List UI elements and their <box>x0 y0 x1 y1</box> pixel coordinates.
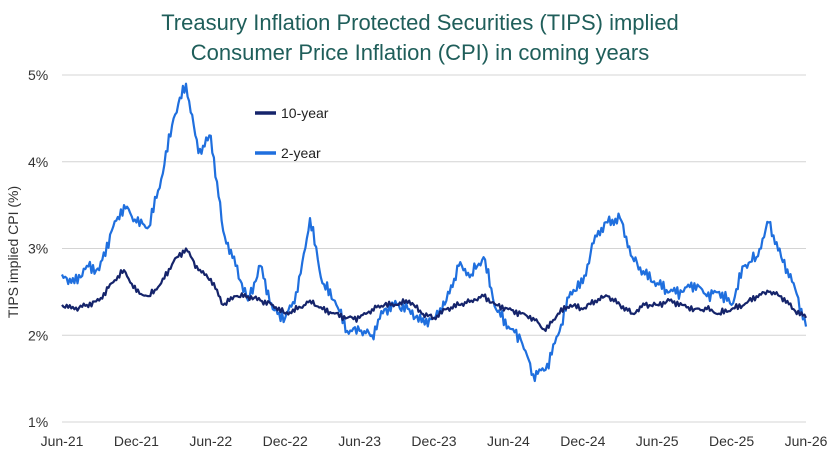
x-tick-label: Jun-26 <box>785 433 828 449</box>
series-lines <box>60 82 808 383</box>
x-axis-ticks: Jun-21 Dec-21 Jun-22 Dec-22 Jun-23 Dec-23 Jun-… <box>41 433 828 449</box>
series-line-10-year <box>61 247 807 332</box>
chart-title-line2: Consumer Price Inflation (CPI) in coming… <box>190 40 650 65</box>
x-tick-label: Jun-22 <box>189 433 232 449</box>
series-line-2-year <box>60 82 808 383</box>
y-tick-label: 2% <box>28 327 48 343</box>
x-tick-label: Dec-25 <box>709 433 754 449</box>
y-tick-label: 1% <box>28 414 48 430</box>
x-tick-label: Dec-24 <box>560 433 605 449</box>
y-tick-label: 4% <box>28 154 48 170</box>
x-tick-label: Dec-21 <box>114 433 159 449</box>
legend: 10-year 2-year <box>255 105 329 161</box>
x-tick-label: Dec-23 <box>411 433 456 449</box>
chart-title: Treasury Inflation Protected Securities … <box>0 8 840 68</box>
gridlines <box>62 74 806 423</box>
chart-title-line1: Treasury Inflation Protected Securities … <box>161 10 679 35</box>
x-tick-label: Jun-24 <box>487 433 530 449</box>
y-axis-label: TIPS implied CPI (%) <box>5 186 21 318</box>
x-tick-label: Jun-25 <box>636 433 679 449</box>
legend-label: 10-year <box>281 105 329 121</box>
x-tick-label: Jun-23 <box>338 433 381 449</box>
y-tick-label: 3% <box>28 241 48 257</box>
y-tick-label: 5% <box>28 67 48 83</box>
y-axis-ticks: 1% 2% 3% 4% 5% <box>28 67 48 430</box>
legend-label: 2-year <box>281 145 321 161</box>
x-tick-label: Dec-22 <box>263 433 308 449</box>
x-tick-label: Jun-21 <box>41 433 84 449</box>
